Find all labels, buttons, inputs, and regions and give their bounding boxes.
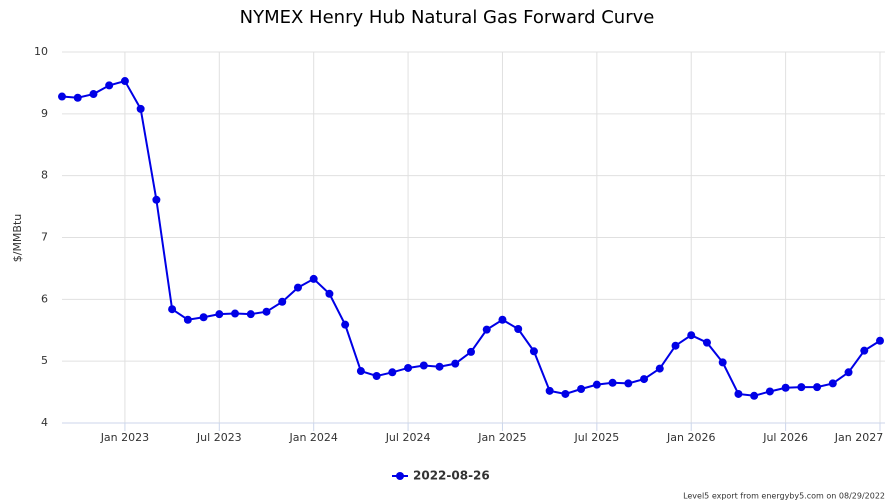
data-point	[561, 389, 570, 398]
data-point	[120, 77, 129, 86]
data-point	[356, 367, 365, 376]
data-point	[262, 307, 271, 316]
data-point	[168, 305, 177, 314]
data-point	[419, 361, 428, 370]
data-point	[278, 297, 287, 306]
legend-marker	[396, 472, 404, 480]
data-point	[183, 315, 192, 324]
y-tick-label: 6	[41, 292, 48, 305]
y-tick-label: 7	[41, 231, 48, 244]
data-point	[797, 383, 806, 392]
data-point	[592, 380, 601, 389]
data-point	[498, 315, 507, 324]
data-point	[844, 368, 853, 377]
data-point	[152, 195, 161, 204]
data-point	[404, 363, 413, 372]
data-point	[750, 391, 759, 400]
chart-title: NYMEX Henry Hub Natural Gas Forward Curv…	[240, 7, 655, 28]
data-point	[671, 341, 680, 350]
data-point	[514, 325, 523, 334]
data-point	[215, 310, 224, 319]
y-tick-label: 9	[41, 107, 48, 120]
data-point	[372, 372, 381, 381]
data-point	[781, 383, 790, 392]
data-point	[246, 310, 255, 319]
y-tick-label: 5	[41, 354, 48, 367]
x-tick-label: Jan 2025	[477, 431, 526, 444]
x-tick-label: Jan 2024	[288, 431, 337, 444]
data-point	[734, 389, 743, 398]
data-point	[813, 383, 822, 392]
data-point	[231, 309, 240, 318]
data-point	[624, 379, 633, 388]
data-point	[435, 362, 444, 371]
data-point	[293, 283, 302, 292]
data-point	[467, 347, 475, 356]
data-point	[765, 387, 774, 396]
data-point	[687, 331, 696, 340]
x-tick-label: Jan 2026	[666, 431, 715, 444]
data-point	[545, 386, 554, 395]
data-point	[136, 104, 145, 113]
y-tick-label: 8	[41, 169, 48, 182]
data-point	[608, 378, 617, 387]
x-tick-label: Jul 2026	[762, 431, 808, 444]
data-point	[89, 90, 98, 99]
data-point	[199, 313, 208, 322]
x-tick-label: Jan 2023	[100, 431, 149, 444]
x-tick-label: Jul 2025	[573, 431, 619, 444]
data-point	[341, 320, 350, 329]
data-point	[388, 368, 397, 377]
y-tick-label: 10	[34, 45, 48, 58]
data-point	[482, 325, 491, 334]
data-point	[876, 336, 884, 345]
x-tick-label: Jul 2023	[196, 431, 242, 444]
x-tick-label: Jul 2024	[385, 431, 431, 444]
x-tick-label: Jan 2027	[834, 431, 883, 444]
data-point	[325, 289, 334, 298]
data-point	[718, 358, 727, 367]
legend-label: 2022-08-26	[413, 469, 490, 483]
data-point	[828, 379, 837, 388]
data-point	[640, 375, 649, 384]
footer: Level5 export from energyby5.com on 08/2…	[683, 492, 885, 501]
y-tick-label: 4	[41, 416, 48, 429]
data-point	[105, 81, 114, 90]
data-point	[73, 93, 82, 102]
data-point	[860, 346, 869, 355]
data-point	[529, 347, 538, 356]
data-point	[577, 384, 586, 393]
data-point	[655, 364, 664, 373]
data-point	[702, 338, 711, 347]
data-point	[451, 359, 460, 368]
y-axis-label: $/MMBtu	[11, 214, 24, 263]
data-point	[309, 274, 318, 283]
data-point	[58, 92, 66, 101]
